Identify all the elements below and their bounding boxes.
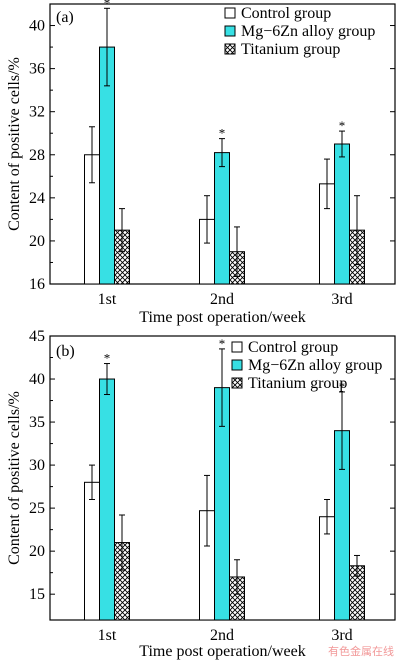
y-tick-label: 36 <box>29 61 45 78</box>
y-tick-label: 40 <box>29 371 45 388</box>
x-tick-label: 2nd <box>210 291 234 308</box>
y-tick-label: 20 <box>29 233 45 250</box>
y-tick-label: 35 <box>29 414 45 431</box>
legend-label-2: Titanium group <box>241 41 340 58</box>
bar-0 <box>84 481 100 621</box>
x-axis-label: Time post operation/week <box>139 643 306 660</box>
x-tick-label: 2nd <box>210 627 234 644</box>
x-tick-label: 3rd <box>331 291 352 308</box>
significance-marker: * <box>104 351 111 366</box>
significance-marker: * <box>219 126 226 141</box>
legend-swatch-2 <box>224 43 236 55</box>
watermark: 有色金属在线 <box>328 645 394 658</box>
legend-swatch-0 <box>224 7 236 19</box>
legend-label-0: Control group <box>241 5 331 22</box>
y-tick-label: 16 <box>29 276 45 293</box>
significance-marker: * <box>104 0 111 10</box>
y-tick-label: 25 <box>29 500 45 517</box>
x-tick-label: 1st <box>98 291 117 308</box>
legend-swatch-2 <box>231 377 243 389</box>
y-tick-label: 28 <box>29 147 45 164</box>
bar-1 <box>99 378 115 621</box>
y-axis-label: Content of positive cells/% <box>6 57 23 231</box>
x-tick-label: 1st <box>98 627 117 644</box>
bar-1 <box>214 152 230 285</box>
significance-marker: * <box>339 379 346 394</box>
y-tick-label: 45 <box>29 328 45 345</box>
panel-label: (a) <box>56 9 74 26</box>
legend-swatch-1 <box>224 25 236 37</box>
x-axis-label: Time post operation/week <box>139 309 306 326</box>
legend-label-0: Control group <box>248 339 338 356</box>
panel-label: (b) <box>56 343 75 360</box>
chart-panel-1: (b) 15 20 25 30 35 40 45 Content of positive cel… <box>6 328 396 660</box>
x-tick-label: 3rd <box>331 627 352 644</box>
significance-marker: * <box>219 336 226 351</box>
y-tick-label: 40 <box>29 18 45 35</box>
y-tick-label: 20 <box>29 543 45 560</box>
legend-label-2: Titanium group <box>248 375 347 392</box>
y-axis-label: Content of positive cells/% <box>6 391 23 565</box>
y-tick-label: 15 <box>29 586 45 603</box>
significance-marker: * <box>339 118 346 133</box>
y-tick-label: 32 <box>29 104 45 121</box>
legend-swatch-0 <box>231 341 243 353</box>
chart-panel-0: (a) 16 20 24 28 32 36 40 Content of positive cel… <box>6 0 396 326</box>
legend-label-1: Mg−6Zn alloy group <box>241 23 375 40</box>
bar-1 <box>334 143 350 285</box>
legend-label-1: Mg−6Zn alloy group <box>248 357 382 374</box>
y-tick-label: 30 <box>29 457 45 474</box>
y-tick-label: 24 <box>29 190 45 207</box>
legend-swatch-1 <box>231 359 243 371</box>
